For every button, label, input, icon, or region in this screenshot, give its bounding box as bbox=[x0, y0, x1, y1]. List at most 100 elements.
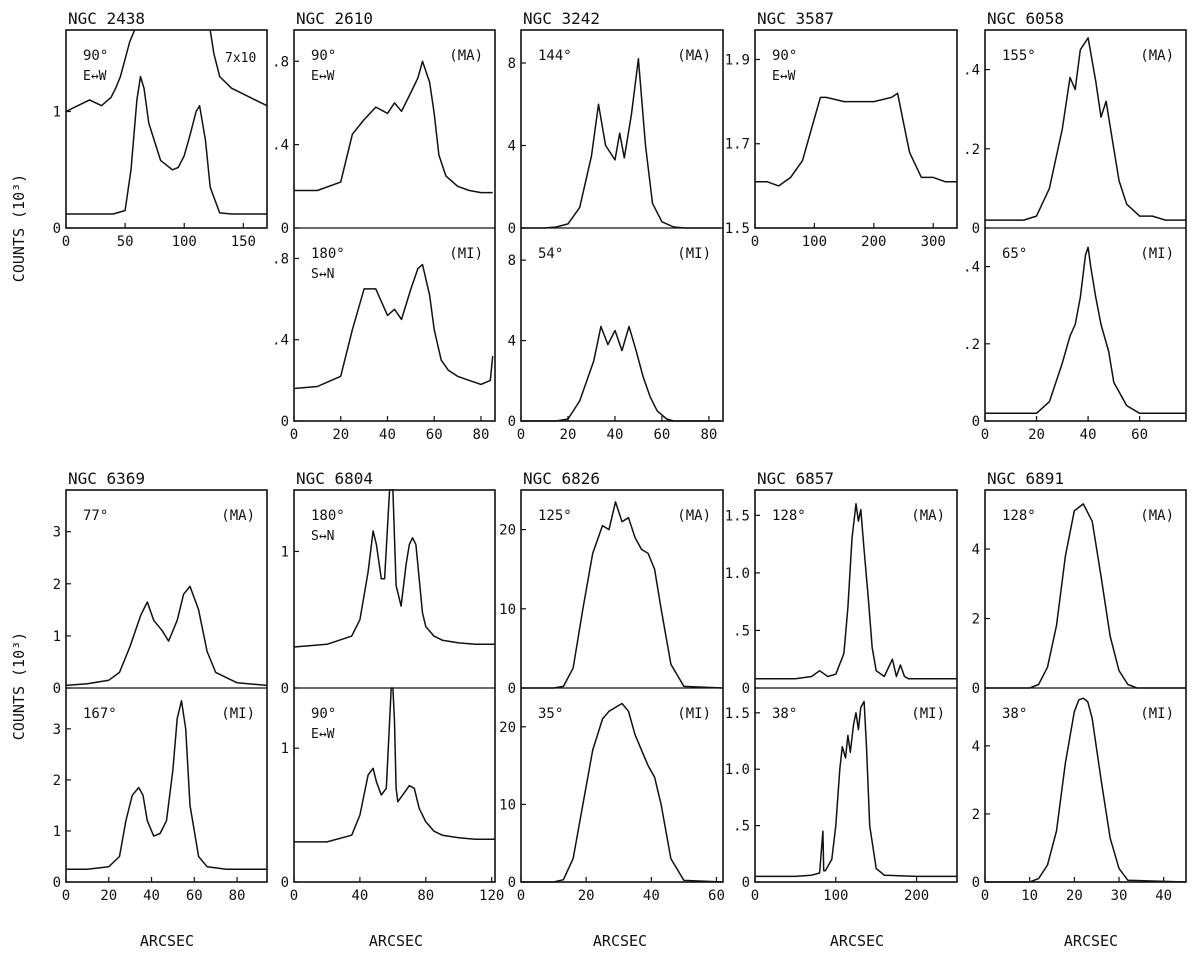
position-angle-label: 144° bbox=[538, 48, 572, 64]
y-axis-label-bottom: COUNTS (10³) bbox=[10, 632, 28, 740]
y-tick-label: 1.0 bbox=[725, 566, 750, 582]
y-tick-label: 2 bbox=[53, 577, 61, 593]
y-tick-label: 3 bbox=[53, 525, 61, 541]
panel-lower: 0 1 90° E↔W bbox=[281, 687, 495, 891]
orientation-label: E↔W bbox=[83, 69, 107, 84]
y-tick-label: 0 bbox=[281, 875, 289, 891]
x-tick-label: 20 bbox=[560, 427, 577, 443]
chart-ngc-6369: NGC 6369 0 1 2 3 77° (MA) 0 1 2 3 167° (MI) 0 20 40 60 80 bbox=[53, 469, 268, 904]
y-tick-label: .5 bbox=[733, 623, 750, 639]
x-tick-label: 10 bbox=[1021, 888, 1038, 904]
panel-upper: 0 10 20 125° (MA) bbox=[499, 501, 724, 697]
chart-frame bbox=[520, 29, 724, 422]
x-tick-label: 20 bbox=[1028, 427, 1045, 443]
profile-curve bbox=[755, 92, 957, 187]
x-tick-label: 100 bbox=[823, 888, 848, 904]
y-tick-label: 1.5 bbox=[725, 221, 750, 237]
chart-frame bbox=[754, 29, 958, 229]
x-axis-label-col4: ARCSEC bbox=[830, 932, 884, 950]
axis-mode-label: (MA) bbox=[1140, 48, 1174, 64]
x-tick-label: 60 bbox=[186, 888, 203, 904]
x-tick-label: 40 bbox=[379, 427, 396, 443]
chart-title: NGC 3242 bbox=[523, 9, 600, 28]
x-tick-label: 40 bbox=[643, 888, 660, 904]
x-tick-label: 40 bbox=[1080, 427, 1097, 443]
panel-upper: 0 .2 .4 155° (MA) bbox=[963, 37, 1186, 237]
profile-curve bbox=[66, 75, 267, 215]
axis-mode-label: (MA) bbox=[449, 48, 483, 64]
y-tick-label: 10 bbox=[499, 602, 516, 618]
y-tick-label: 1 bbox=[281, 741, 289, 757]
x-tick-label: 60 bbox=[654, 427, 671, 443]
position-angle-label: 90° bbox=[83, 48, 108, 64]
y-tick-label: 8 bbox=[508, 56, 516, 72]
y-tick-label: 20 bbox=[499, 523, 516, 539]
position-angle-label: 65° bbox=[1002, 246, 1027, 262]
position-angle-label: 90° bbox=[311, 706, 336, 722]
panel-upper: 0 1 180° S↔N bbox=[281, 489, 495, 697]
panel-lower: 0 4 8 54° (MI) bbox=[508, 246, 721, 430]
y-tick-label: .4 bbox=[963, 63, 980, 79]
position-angle-label: 155° bbox=[1002, 48, 1036, 64]
profile-curve bbox=[521, 58, 721, 229]
x-tick-label: 60 bbox=[1131, 427, 1148, 443]
axis-mode-label: (MI) bbox=[221, 706, 255, 722]
y-tick-label: 0 bbox=[53, 221, 61, 237]
chart-ngc-6826: NGC 6826 0 10 20 125° (MA) 0 10 20 35° (MI) 0 20 40 60 bbox=[499, 469, 725, 904]
panel-upper: 0 4 8 144° (MA) bbox=[508, 48, 721, 237]
position-angle-label: 35° bbox=[538, 706, 563, 722]
y-tick-label: 1 bbox=[53, 824, 61, 840]
chart-frame bbox=[65, 29, 268, 229]
x-tick-label: 0 bbox=[751, 888, 759, 904]
x-tick-label: 80 bbox=[700, 427, 717, 443]
profile-curve bbox=[985, 503, 1186, 689]
chart-ngc-6891: NGC 6891 0 2 4 128° (MA) 0 2 4 38° (MI) 0 10 20 30 40 bbox=[972, 469, 1187, 904]
profile-curve bbox=[985, 697, 1187, 883]
y-tick-label: 0 bbox=[972, 221, 980, 237]
profile-curve bbox=[985, 37, 1186, 221]
chart-ngc-6804: NGC 6804 0 1 180° S↔N 0 1 90° E↔W 0 40 80 120 bbox=[281, 469, 505, 904]
x-tick-label: 0 bbox=[751, 234, 759, 250]
position-angle-label: 180° bbox=[311, 508, 345, 524]
chart-ngc-3242: NGC 3242 0 4 8 144° (MA) 0 4 8 54° (MI) 0 20 40 60 80 bbox=[508, 9, 724, 443]
y-tick-label: 0 bbox=[53, 875, 61, 891]
profile-curve bbox=[294, 60, 493, 194]
profile-curve bbox=[521, 702, 724, 883]
x-tick-label: 40 bbox=[143, 888, 160, 904]
y-tick-label: 0 bbox=[742, 681, 750, 697]
x-tick-label: 100 bbox=[172, 234, 197, 250]
x-tick-label: 0 bbox=[981, 427, 989, 443]
axis-mode-label: (MI) bbox=[677, 706, 711, 722]
y-tick-label: .4 bbox=[272, 333, 289, 349]
chart-title: NGC 2438 bbox=[68, 9, 145, 28]
chart-frame bbox=[754, 489, 958, 883]
profile-curve bbox=[521, 325, 721, 422]
chart-ngc-6058: NGC 6058 0 .2 .4 155° (MA) 0 .2 .4 65° (MI) 0 20 40 60 bbox=[963, 9, 1187, 443]
x-tick-label: 40 bbox=[607, 427, 624, 443]
y-tick-label: 1 bbox=[53, 105, 61, 121]
x-tick-label: 40 bbox=[1155, 888, 1172, 904]
chart-frame bbox=[984, 489, 1187, 883]
x-tick-label: 0 bbox=[517, 888, 525, 904]
x-axis-label-col1: ARCSEC bbox=[140, 932, 194, 950]
y-tick-label: 0 bbox=[508, 681, 516, 697]
x-tick-label: 20 bbox=[1066, 888, 1083, 904]
axis-mode-label: (MI) bbox=[1140, 706, 1174, 722]
profile-curve bbox=[521, 501, 724, 689]
y-axis-label-top: COUNTS (10³) bbox=[10, 174, 28, 282]
profile-curve bbox=[755, 503, 957, 680]
panel-upper: 0 .4 .8 90° E↔W (MA) bbox=[272, 48, 493, 237]
x-tick-label: 300 bbox=[921, 234, 946, 250]
y-tick-label: 10 bbox=[499, 797, 516, 813]
y-tick-label: 4 bbox=[972, 739, 980, 755]
position-angle-label: 38° bbox=[772, 706, 797, 722]
y-axis-labels: COUNTS (10³) COUNTS (10³) bbox=[10, 174, 28, 740]
axis-mode-label: (MA) bbox=[911, 508, 945, 524]
chart-title: NGC 6857 bbox=[757, 469, 834, 488]
profile-curve bbox=[209, 29, 268, 107]
y-tick-label: 1.9 bbox=[725, 52, 750, 68]
chart-title: NGC 2610 bbox=[296, 9, 373, 28]
position-angle-label: 125° bbox=[538, 508, 572, 524]
chart-frame bbox=[65, 489, 268, 883]
